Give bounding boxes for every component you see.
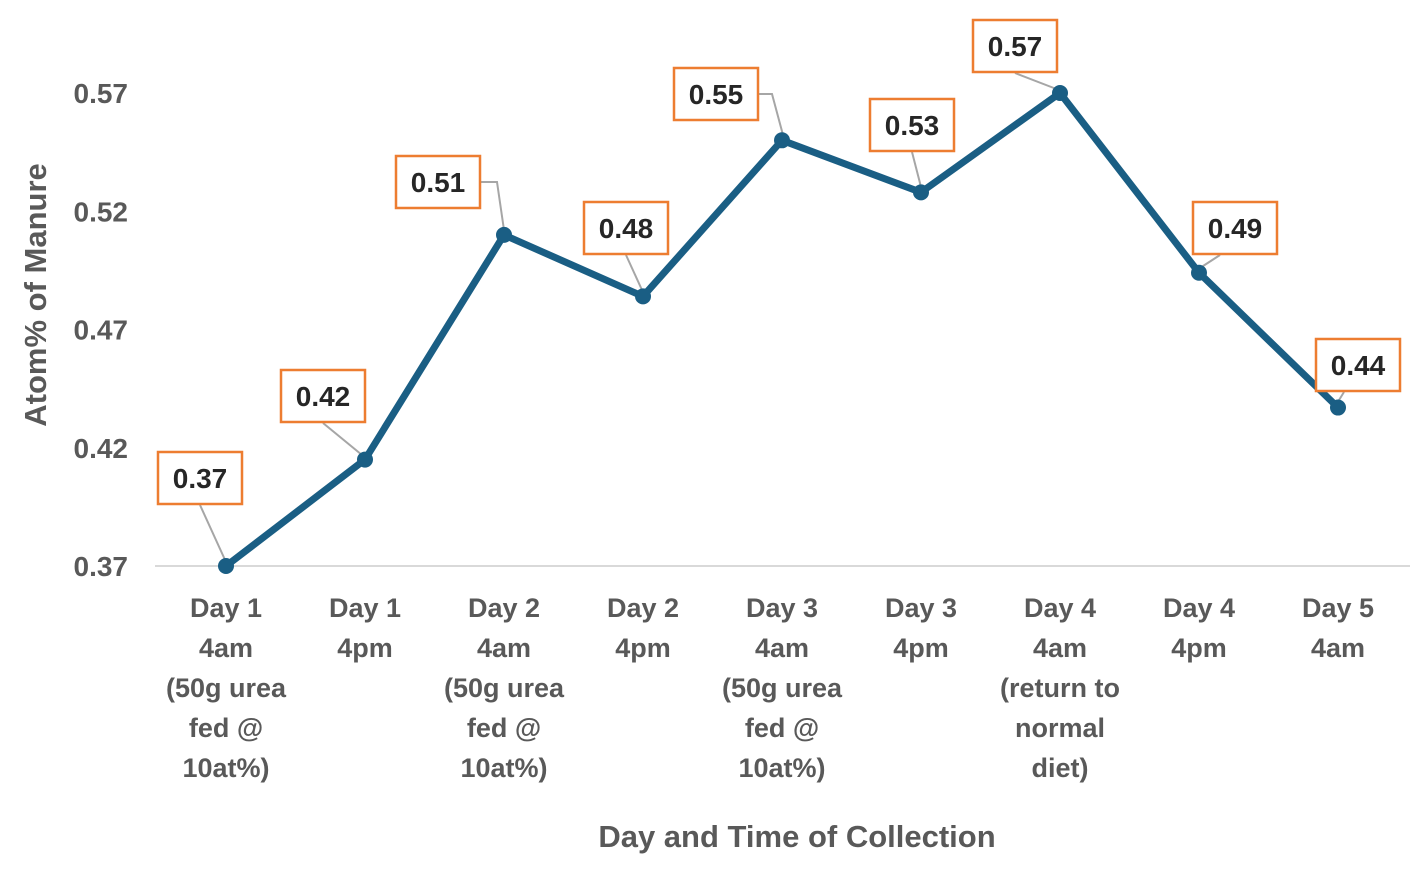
leader-line — [758, 93, 784, 136]
data-label: 0.55 — [689, 79, 744, 110]
x-category-label: Day 5 4am — [1302, 593, 1374, 663]
data-label: 0.49 — [1208, 213, 1263, 244]
x-axis-title: Day and Time of Collection — [598, 819, 995, 854]
y-tick-label: 0.37 — [74, 551, 129, 582]
data-labels: 0.37 0.42 0.51 0.48 0.55 0.53 0.57 0.49 0.44 — [156, 18, 1402, 506]
leader-line — [322, 422, 363, 456]
y-axis-title: Atom% of Manure — [18, 163, 53, 427]
data-point — [774, 132, 790, 149]
leader-line — [1014, 72, 1060, 91]
data-point — [357, 451, 373, 468]
data-label-box — [279, 368, 367, 424]
leader-line — [625, 254, 643, 291]
data-label: 0.51 — [411, 167, 466, 198]
x-category-label: Day 2 4am (50g urea fed @10at%) — [444, 593, 565, 783]
data-label: 0.57 — [988, 31, 1043, 62]
data-label-box — [156, 450, 244, 506]
data-label: 0.48 — [599, 213, 654, 244]
x-category-label: Day 4 4pm — [1163, 593, 1235, 663]
data-label: 0.37 — [173, 463, 228, 494]
x-category-label: Day 1 4am (50g urea fed @10at%) — [166, 593, 287, 783]
series-line — [222, 89, 1342, 570]
data-point — [1330, 399, 1346, 416]
x-category-label: Day 2 4pm — [607, 593, 679, 663]
y-tick-label: 0.47 — [74, 315, 129, 346]
leader-line — [1199, 254, 1221, 269]
data-label-box — [971, 18, 1059, 74]
data-points — [218, 85, 1346, 574]
leader-line — [911, 151, 922, 188]
y-axis-ticks: 0.37 0.42 0.47 0.52 0.57 — [74, 78, 129, 582]
x-category-label: Day 3 4pm — [885, 593, 957, 663]
data-point — [218, 558, 234, 574]
y-tick-label: 0.52 — [74, 196, 129, 227]
data-point — [1052, 85, 1068, 101]
y-tick-label: 0.57 — [74, 78, 129, 109]
data-label-box — [582, 200, 670, 256]
data-label-box — [868, 97, 956, 153]
data-point — [1191, 264, 1207, 281]
x-axis-categories: Day 1 4am (50g urea fed @10at%) Day 1 4pm Day … — [166, 593, 1374, 783]
data-label: 0.53 — [885, 110, 940, 141]
data-label: 0.42 — [296, 381, 351, 412]
data-point — [635, 288, 651, 305]
leader-lines — [199, 72, 1345, 563]
data-point — [496, 226, 512, 243]
data-point — [913, 184, 929, 201]
x-category-label: Day 4 4am (return to normal diet) — [1000, 593, 1120, 783]
data-label-box — [1191, 200, 1279, 256]
data-label-box — [1314, 337, 1402, 393]
x-category-label: Day 1 4pm — [329, 593, 401, 663]
data-label-box — [672, 66, 760, 122]
leader-line — [199, 504, 227, 563]
y-tick-label: 0.42 — [74, 433, 129, 464]
data-label-box — [394, 154, 482, 210]
x-category-label: Day 3 4am (50g urea fed @10at%) — [722, 593, 843, 783]
data-label: 0.44 — [1331, 350, 1386, 381]
leader-line — [480, 181, 505, 231]
